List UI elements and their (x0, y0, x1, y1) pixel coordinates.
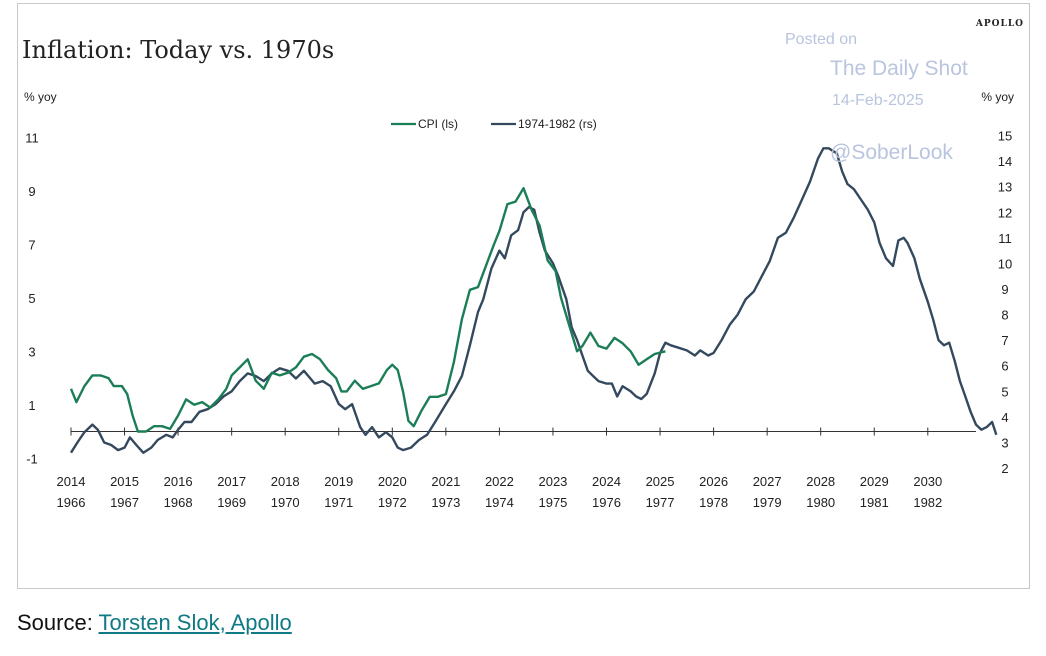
legend-label-cpi: CPI (ls) (418, 117, 458, 131)
series-line-cpi (69, 187, 666, 433)
x-tick-label-bottom: 1972 (378, 495, 407, 510)
series-lines (69, 147, 998, 454)
brand-label: APOLLO (975, 19, 1024, 29)
source-line: Source: Torsten Slok, Apollo (17, 610, 292, 636)
right-tick-label: 5 (1001, 384, 1008, 399)
left-axis-ticks: 11 9 7 5 3 1 -1 (25, 130, 39, 466)
right-tick-label: 10 (998, 256, 1012, 271)
watermark-handle: @SoberLook (830, 141, 953, 164)
source-prefix: Source: (17, 610, 99, 635)
right-axis-label: % yoy (981, 90, 1014, 104)
x-tick-label-bottom: 1974 (485, 495, 514, 510)
x-tick-label-top: 2021 (431, 474, 460, 489)
x-tick-label-top: 2016 (164, 474, 193, 489)
x-tick-label-top: 2023 (538, 474, 567, 489)
x-tick-label-bottom: 1980 (806, 495, 835, 510)
right-tick-label: 11 (998, 231, 1012, 246)
source-link[interactable]: Torsten Slok, Apollo (98, 610, 292, 635)
left-axis-label: % yoy (24, 90, 57, 104)
x-tick-label-top: 2019 (324, 474, 353, 489)
x-tick-label-bottom: 1981 (860, 495, 889, 510)
chart-title: Inflation: Today vs. 1970s (22, 36, 334, 64)
x-tick-label-top: 2027 (753, 474, 782, 489)
x-tick-label-top: 2017 (217, 474, 246, 489)
x-axis (70, 427, 976, 436)
x-tick-label-bottom: 1975 (538, 495, 567, 510)
x-tick-label-bottom: 1977 (646, 495, 675, 510)
x-tick-label-bottom: 1971 (324, 495, 353, 510)
x-tick-label-bottom: 1976 (592, 495, 621, 510)
x-tick-label-bottom: 1982 (913, 495, 942, 510)
watermark: Posted on The Daily Shot 14-Feb-2025 @So… (785, 31, 968, 164)
right-tick-label: 8 (1001, 308, 1008, 323)
x-tick-label-top: 2018 (271, 474, 300, 489)
left-tick-label: -1 (26, 451, 38, 466)
x-tick-label-bottom: 1968 (164, 495, 193, 510)
x-tick-label-bottom: 1970 (271, 495, 300, 510)
x-tick-label-top: 2024 (592, 474, 621, 489)
right-tick-label: 3 (1001, 435, 1008, 450)
right-tick-label: 14 (998, 154, 1012, 169)
x-axis-labels-bottom: 1966 1967 1968 1969 1970 1971 1972 1973 1974 1975… (57, 495, 943, 510)
right-tick-label: 7 (1001, 333, 1008, 348)
x-axis-labels-top: 2014 2015 2016 2017 2018 2019 2020 2021 2022 2023… (57, 474, 943, 489)
left-tick-label: 3 (28, 344, 35, 359)
left-tick-label: 1 (28, 398, 35, 413)
left-tick-label: 7 (28, 237, 35, 252)
legend-label-1974-1982: 1974-1982 (rs) (518, 117, 597, 131)
inflation-chart: Inflation: Today vs. 1970s APOLLO % yoy … (22, 19, 1024, 510)
left-tick-label: 9 (28, 184, 35, 199)
right-tick-label: 9 (1001, 282, 1008, 297)
right-tick-label: 12 (998, 205, 1012, 220)
x-tick-label-bottom: 1969 (217, 495, 246, 510)
x-tick-label-top: 2030 (913, 474, 942, 489)
watermark-date: 14-Feb-2025 (832, 92, 924, 109)
x-tick-label-top: 2026 (699, 474, 728, 489)
x-tick-label-top: 2022 (485, 474, 514, 489)
chart-frame: Inflation: Today vs. 1970s APOLLO % yoy … (17, 3, 1030, 589)
left-tick-label: 11 (25, 130, 39, 145)
x-tick-label-bottom: 1967 (110, 495, 139, 510)
watermark-posted-on: Posted on (785, 31, 857, 48)
x-tick-label-bottom: 1979 (753, 495, 782, 510)
right-axis-ticks: 15 14 13 12 11 10 9 8 7 6 5 4 3 2 (998, 129, 1012, 477)
right-tick-label: 2 (1001, 461, 1008, 476)
legend: CPI (ls) 1974-1982 (rs) (391, 117, 597, 131)
right-tick-label: 4 (1001, 410, 1008, 425)
x-tick-label-bottom: 1973 (431, 495, 460, 510)
right-tick-label: 6 (1001, 359, 1008, 374)
x-tick-label-top: 2029 (860, 474, 889, 489)
watermark-site: The Daily Shot (830, 57, 968, 80)
x-tick-label-top: 2025 (646, 474, 675, 489)
x-tick-label-bottom: 1978 (699, 495, 728, 510)
x-tick-label-bottom: 1966 (57, 495, 86, 510)
x-tick-label-top: 2015 (110, 474, 139, 489)
series-line-1974-1982 (69, 147, 998, 454)
right-tick-label: 15 (998, 129, 1012, 144)
right-tick-label: 13 (998, 180, 1012, 195)
x-tick-label-top: 2028 (806, 474, 835, 489)
x-tick-label-top: 2020 (378, 474, 407, 489)
left-tick-label: 5 (28, 291, 35, 306)
x-tick-label-top: 2014 (57, 474, 86, 489)
